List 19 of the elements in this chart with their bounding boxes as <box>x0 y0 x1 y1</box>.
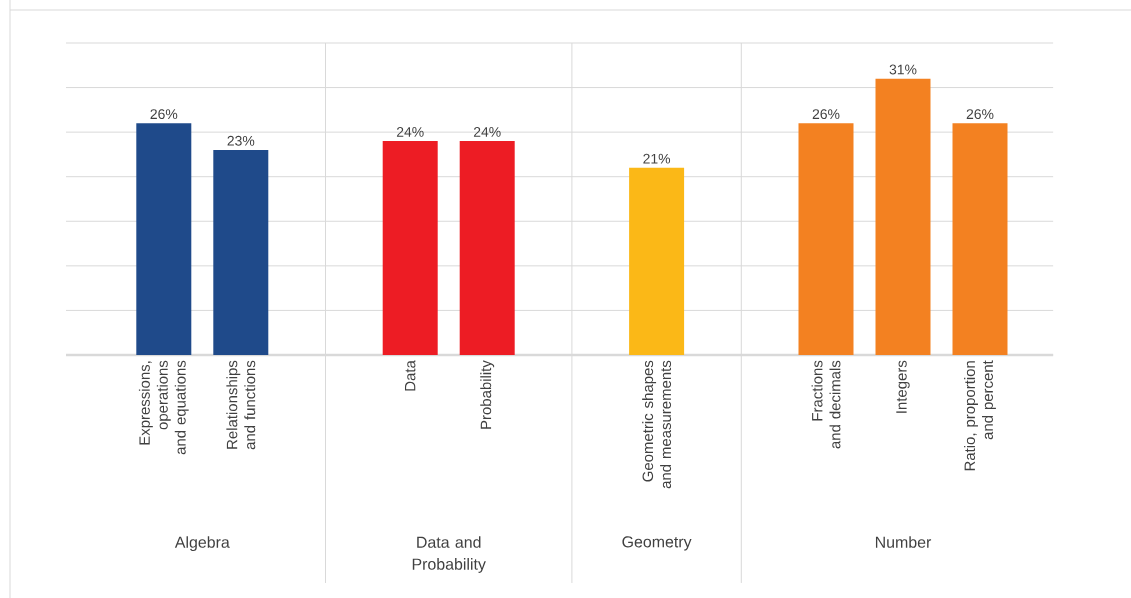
data-label: 24% <box>396 127 424 137</box>
data-label: 26% <box>150 109 178 120</box>
text: Geometry <box>622 536 692 551</box>
data-label: 26% <box>812 109 840 120</box>
x-tick-label: Expressions, operations and equations <box>138 360 189 455</box>
x-tick-label: Integers <box>896 360 910 413</box>
x-tick-label: Fractions and decimals <box>811 360 841 449</box>
data-label: 23% <box>227 135 255 146</box>
text: Algebra <box>174 536 230 552</box>
text: Data and Probability <box>412 536 486 573</box>
x-tick-label: Ratio, proportion and percent <box>964 360 996 471</box>
data-label: 26% <box>966 109 994 120</box>
x-tick-label: Probability <box>480 360 495 429</box>
data-label: 24% <box>473 127 501 137</box>
data-label: 31% <box>889 64 917 75</box>
data-label: 21% <box>643 153 671 164</box>
x-tick-label: Data <box>404 360 416 391</box>
text: Number <box>875 536 932 548</box>
x-tick-label: Geometric shapes and measurements <box>642 360 672 489</box>
